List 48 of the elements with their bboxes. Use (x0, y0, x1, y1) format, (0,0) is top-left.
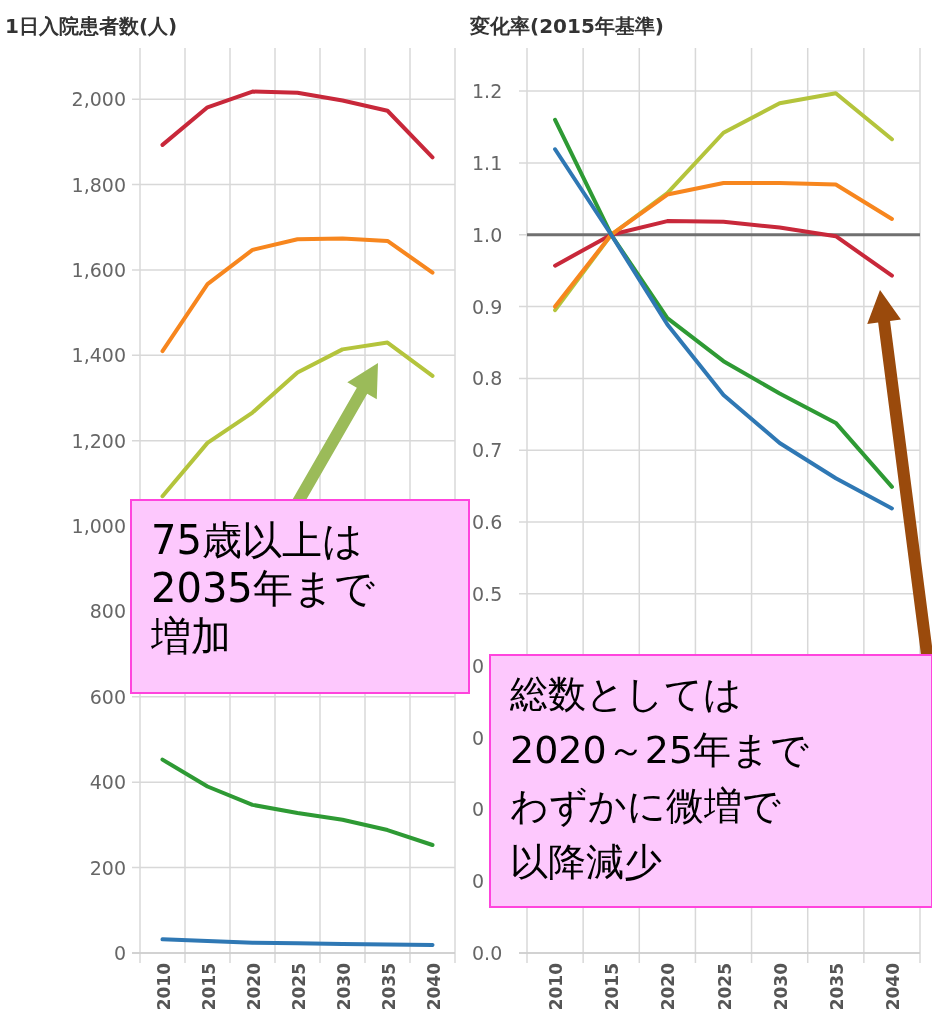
chart-title: 変化率(2015年基準) (469, 14, 664, 38)
y-tick-label: 0 (113, 942, 126, 964)
x-tick-label: 2025 (714, 963, 735, 1011)
x-tick-label: 2015 (198, 963, 219, 1011)
x-tick-label: 2030 (333, 962, 354, 1011)
line-series (160, 340, 435, 499)
x-tick-label: 2010 (546, 962, 567, 1011)
x-tick-label: 2010 (153, 962, 174, 1011)
y-tick-label: 0.8 (472, 367, 503, 390)
x-tick-label: 2020 (243, 962, 264, 1011)
x-tick-label: 2035 (378, 963, 399, 1011)
annotation: 75歳以上は2035年まで増加 (150, 517, 375, 659)
y-tick-label: 400 (89, 771, 126, 794)
y-tick-label: 0.0 (472, 942, 503, 964)
y-tick-label: 1.0 (472, 223, 503, 246)
y-tick-label: 1,400 (71, 344, 126, 367)
y-tick-label: 200 (89, 856, 126, 879)
line-series (160, 236, 435, 354)
line-series (160, 757, 435, 847)
y-tick-label: 0.9 (472, 295, 503, 318)
y-tick-label: 1,000 (71, 515, 126, 538)
line-series (160, 89, 435, 160)
annotation: 総数としては2020～25年までわずかに微増で以降減少 (509, 672, 810, 885)
x-tick-label: 2040 (882, 962, 903, 1011)
chart-title: 1日入院患者数(人) (5, 14, 178, 38)
y-tick-label: 0 (472, 726, 485, 749)
line-series (553, 219, 894, 278)
x-tick-label: 2015 (602, 963, 623, 1011)
y-tick-label: 1.1 (472, 151, 503, 174)
x-tick-label: 2035 (826, 963, 847, 1011)
y-tick-label: 1,600 (71, 258, 126, 281)
x-tick-label: 2040 (423, 962, 444, 1011)
y-tick-label: 0.5 (472, 582, 503, 605)
x-tick-label: 2020 (658, 962, 679, 1011)
y-tick-label: 1,800 (71, 173, 126, 196)
y-tick-label: 600 (89, 685, 126, 708)
y-tick-label: 1,200 (71, 429, 126, 452)
y-tick-label: 1.2 (472, 80, 503, 103)
line-series (553, 181, 894, 309)
x-tick-label: 2030 (770, 962, 791, 1011)
y-tick-label: 0.6 (472, 511, 503, 534)
y-tick-label: 0 (472, 654, 485, 677)
y-tick-label: 0 (472, 870, 485, 893)
y-tick-label: 0.7 (472, 439, 503, 462)
y-tick-label: 800 (89, 600, 126, 623)
y-tick-label: 0 (472, 798, 485, 821)
x-tick-label: 2025 (288, 963, 309, 1011)
y-tick-label: 2,000 (71, 88, 126, 111)
